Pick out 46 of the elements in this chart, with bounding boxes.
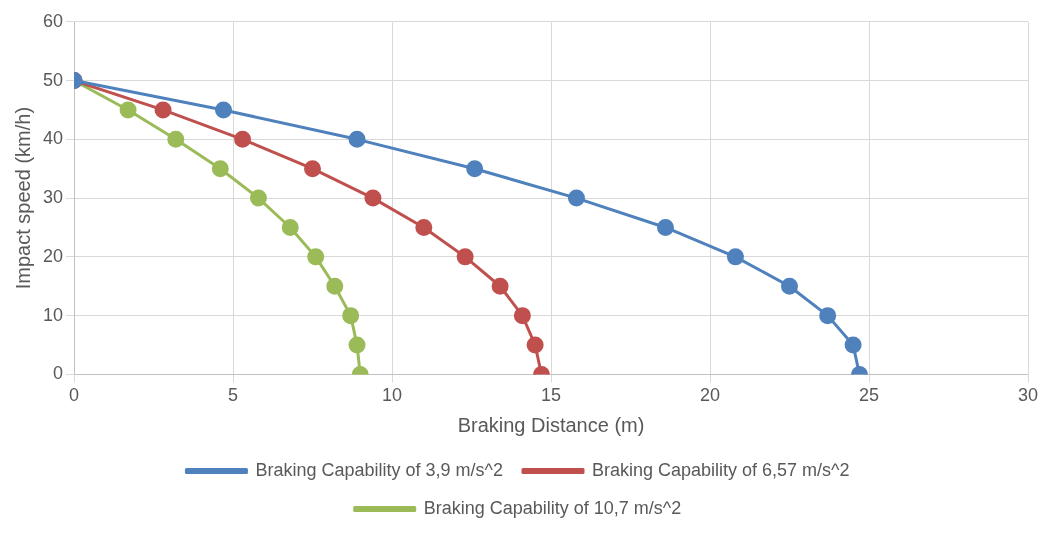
point [466, 160, 484, 178]
legend-label: Braking Capability of 3,9 m/s^2 [255, 459, 503, 480]
point [119, 101, 137, 119]
point [211, 160, 229, 178]
point [513, 307, 531, 325]
point [526, 336, 544, 354]
point [781, 277, 799, 295]
point [214, 101, 232, 119]
point [167, 130, 185, 148]
x-tick-label: 25 [858, 385, 880, 406]
y-tick-label: 60 [42, 10, 64, 31]
x-tick-label: 30 [1017, 385, 1039, 406]
point [234, 130, 252, 148]
point [348, 130, 366, 148]
y-tick-label: 50 [42, 69, 64, 90]
y-tick-label: 0 [53, 363, 64, 384]
point [281, 218, 299, 236]
x-tick-label: 10 [382, 385, 403, 406]
x-tick-label: 0 [69, 385, 80, 406]
y-tick-label: 30 [42, 187, 64, 208]
point [819, 307, 837, 325]
point [326, 277, 344, 295]
legend-label: Braking Capability of 10,7 m/s^2 [423, 497, 682, 518]
point [348, 336, 366, 354]
point [567, 189, 585, 207]
point [307, 248, 325, 266]
legend-label: Braking Capability of 6,57 m/s^2 [591, 459, 850, 480]
point [154, 101, 172, 119]
point [304, 160, 322, 178]
y-tick-label: 20 [42, 245, 64, 266]
x-tick-label: 20 [699, 385, 721, 406]
point [249, 189, 267, 207]
point [415, 218, 433, 236]
point [656, 218, 674, 236]
y-tick-label: 10 [42, 304, 64, 325]
point [456, 248, 474, 266]
y-tick-label: 40 [42, 128, 64, 149]
x-axis-title: Braking Distance (m) [457, 413, 645, 436]
point [491, 277, 509, 295]
point [364, 189, 382, 207]
point [726, 248, 744, 266]
x-tick-label: 5 [228, 385, 239, 406]
point [844, 336, 862, 354]
y-axis-title: Impact speed (km/h) [11, 106, 34, 290]
point [342, 307, 360, 325]
x-tick-label: 15 [541, 385, 562, 406]
